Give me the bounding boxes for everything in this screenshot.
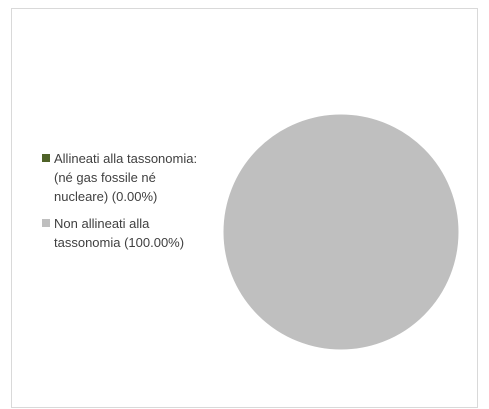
chart-frame: Allineati alla tassonomia: (né gas fossi… [11,8,478,408]
pie-slice-1 [222,113,460,351]
legend-label-aligned: Allineati alla tassonomia: (né gas fossi… [54,151,198,204]
legend-item-not-aligned: Non allineati alla tassonomia (100.00%) [41,214,211,252]
legend: Allineati alla tassonomia: (né gas fossi… [41,149,211,260]
legend-swatch-aligned [42,154,50,162]
legend-swatch-not-aligned [42,219,50,227]
legend-label-not-aligned: Non allineati alla tassonomia (100.00%) [54,216,185,250]
legend-item-aligned: Allineati alla tassonomia: (né gas fossi… [41,149,211,206]
pie-chart [222,113,460,351]
